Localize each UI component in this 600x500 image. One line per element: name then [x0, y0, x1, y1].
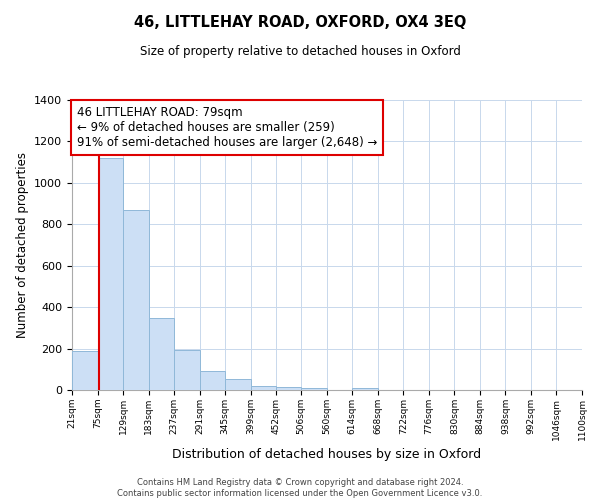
Bar: [352, 388, 378, 390]
Bar: [123, 210, 149, 390]
Text: 46 LITTLEHAY ROAD: 79sqm
← 9% of detached houses are smaller (259)
91% of semi-d: 46 LITTLEHAY ROAD: 79sqm ← 9% of detache…: [77, 106, 377, 149]
Text: 46, LITTLEHAY ROAD, OXFORD, OX4 3EQ: 46, LITTLEHAY ROAD, OXFORD, OX4 3EQ: [134, 15, 466, 30]
Bar: [200, 372, 225, 390]
Bar: [276, 387, 301, 390]
Bar: [301, 388, 327, 390]
Bar: [149, 318, 174, 390]
Text: Size of property relative to detached houses in Oxford: Size of property relative to detached ho…: [140, 45, 460, 58]
Bar: [72, 350, 98, 390]
Y-axis label: Number of detached properties: Number of detached properties: [16, 152, 29, 338]
Text: Contains HM Land Registry data © Crown copyright and database right 2024.
Contai: Contains HM Land Registry data © Crown c…: [118, 478, 482, 498]
Bar: [174, 350, 200, 390]
Bar: [225, 378, 251, 390]
Bar: [251, 386, 276, 390]
Bar: [98, 158, 123, 390]
X-axis label: Distribution of detached houses by size in Oxford: Distribution of detached houses by size …: [172, 448, 482, 461]
